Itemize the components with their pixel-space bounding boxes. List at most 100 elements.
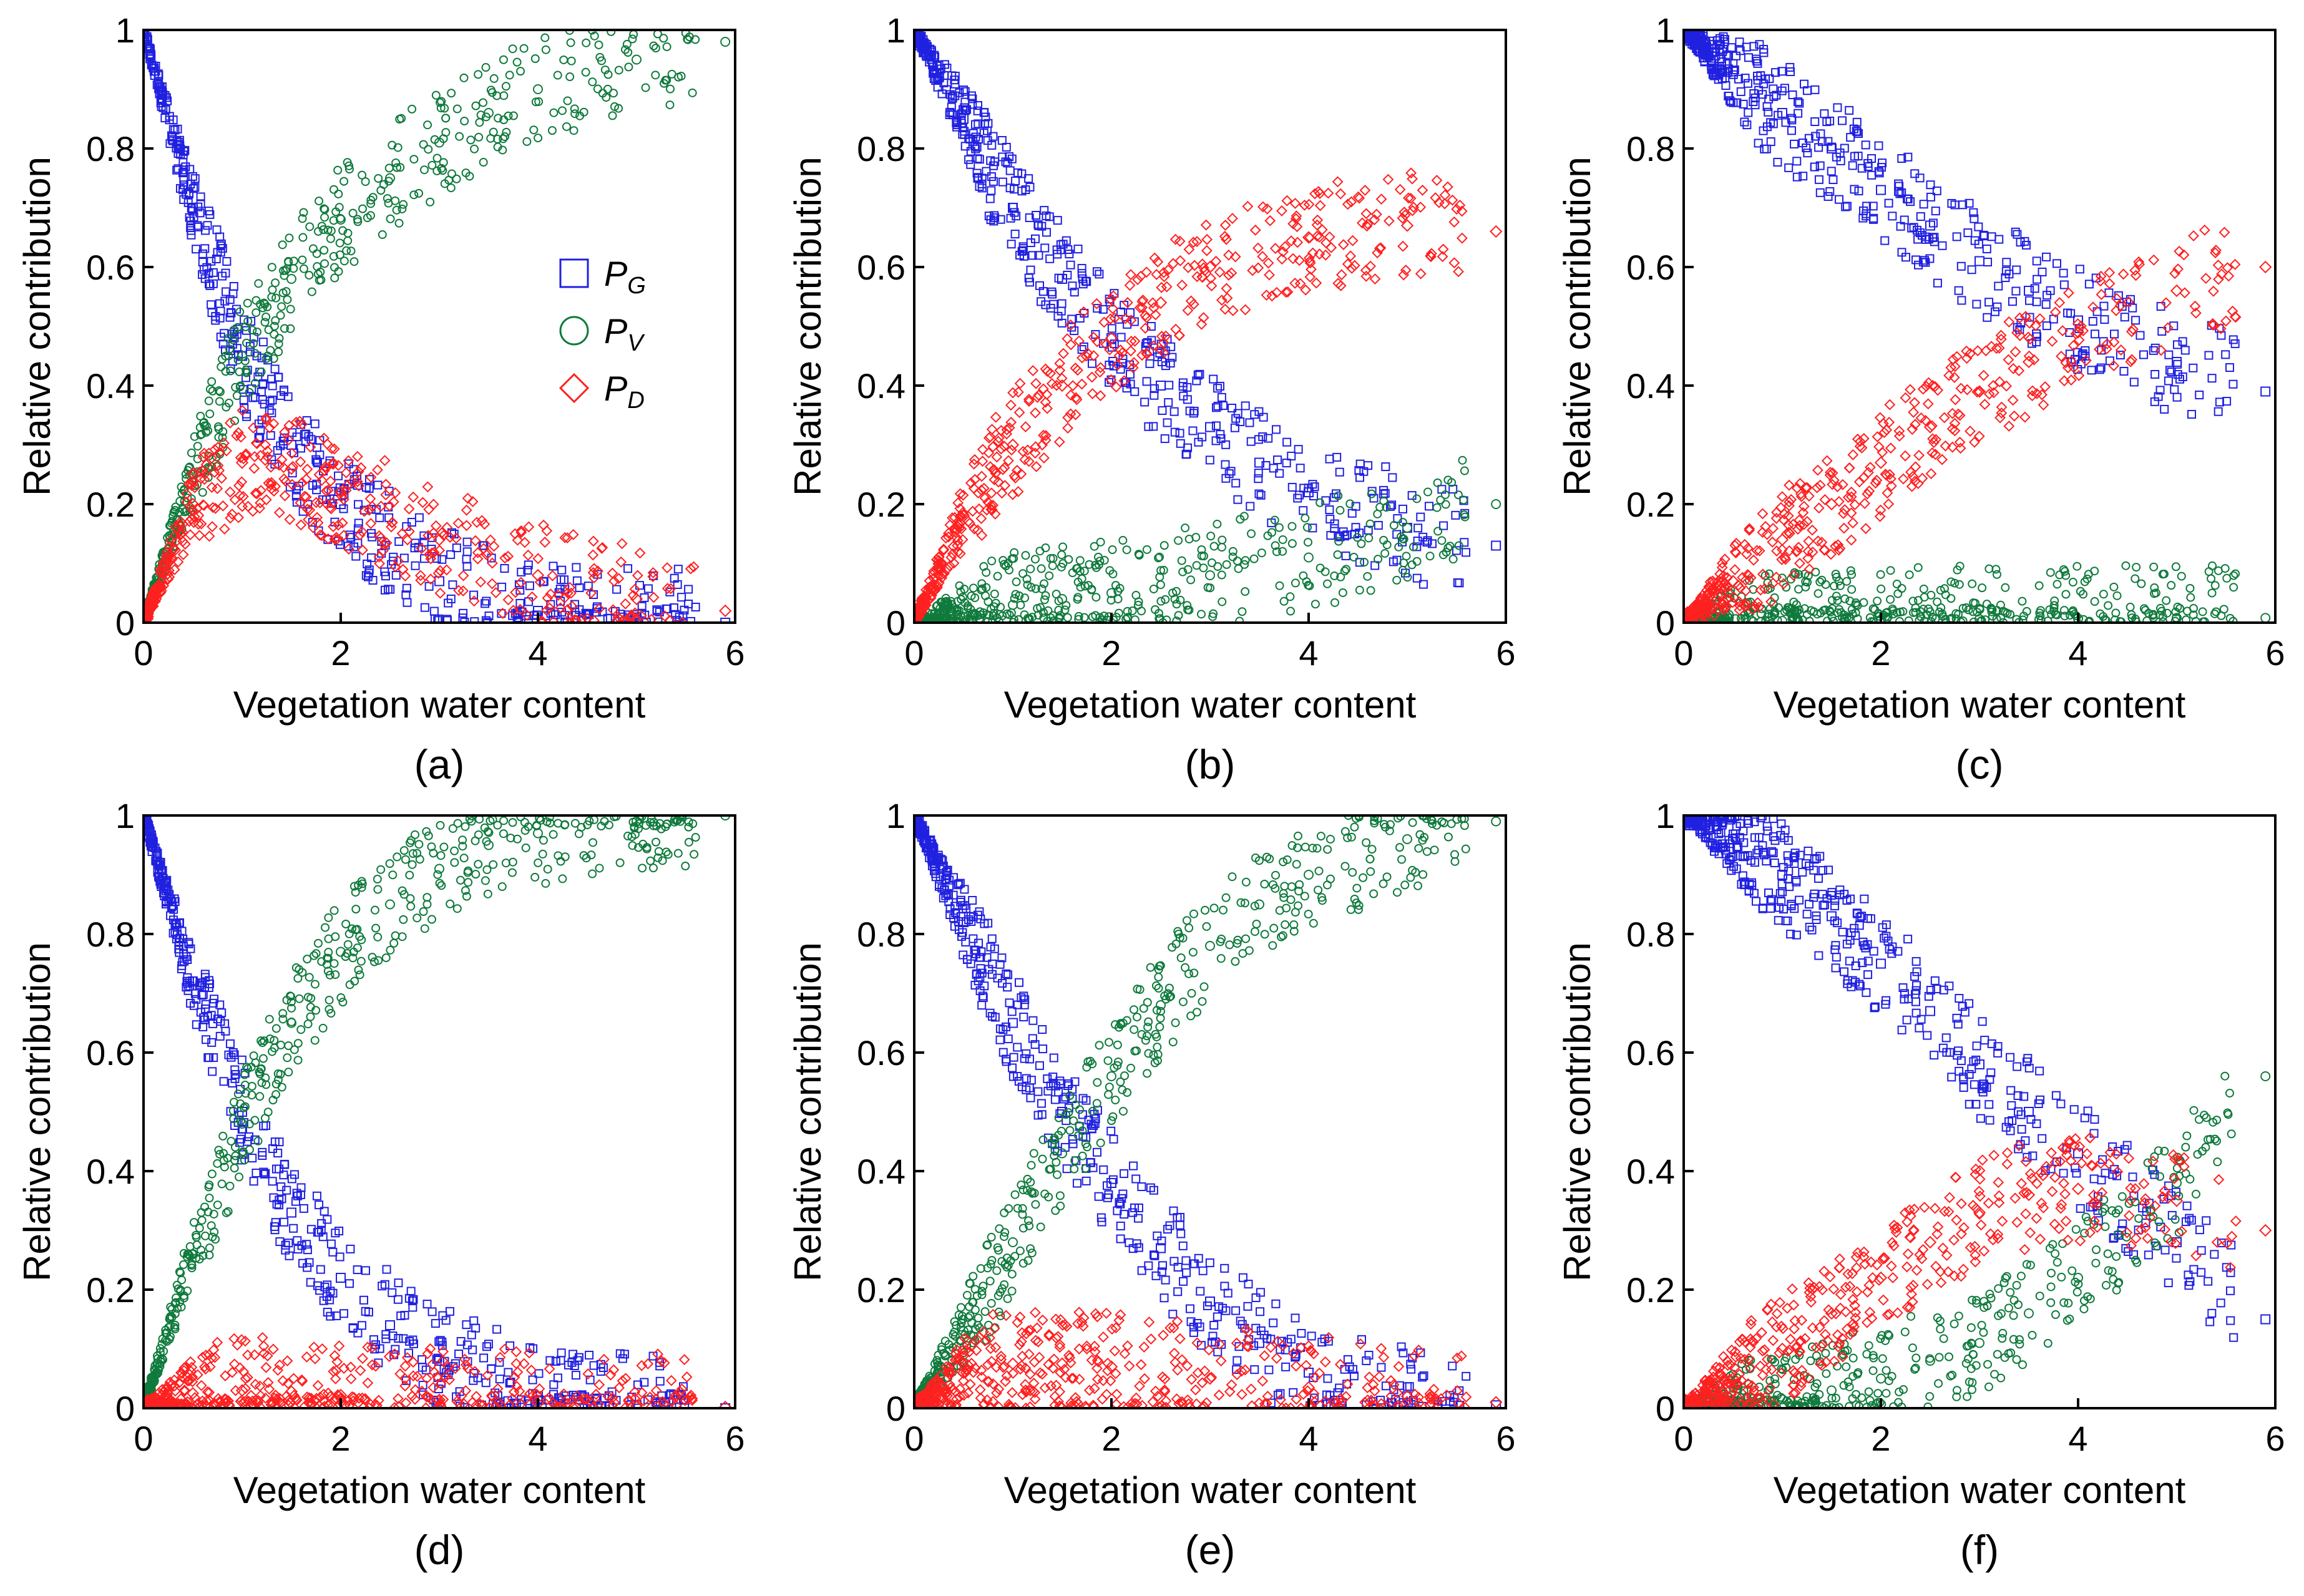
scatter-mark-PD [207, 502, 219, 513]
scatter-mark-PG [1321, 496, 1330, 505]
scatter-mark-PV [316, 275, 326, 285]
scatter-mark-PV [1208, 612, 1218, 621]
scatter-mark-PG [1792, 172, 1802, 182]
scatter-mark-PV [205, 409, 215, 419]
scatter-mark-PD [665, 583, 676, 595]
scatter-mark-PG [914, 32, 920, 42]
scatter-mark-PD [175, 515, 187, 527]
scatter-mark-PD [238, 453, 249, 465]
scatter-mark-PV [1043, 616, 1052, 623]
scatter-mark-PV [2090, 597, 2099, 606]
scatter-mark-PV [218, 433, 227, 442]
scatter-mark-PD [990, 411, 1002, 423]
scatter-mark-PV [1460, 466, 1469, 475]
scatter-points [914, 30, 1503, 623]
scatter-mark-PD [2212, 260, 2224, 271]
scatter-mark-PD [2058, 375, 2070, 387]
scatter-mark-PG [312, 457, 321, 466]
y-tick-label: 0 [115, 603, 135, 643]
scatter-mark-PG [1388, 473, 1397, 482]
scatter-mark-PD [1116, 347, 1128, 359]
scatter-mark-PD [237, 490, 249, 502]
scatter-mark-PG [310, 419, 320, 429]
scatter-mark-PV [2036, 616, 2046, 623]
data-point-PG [720, 618, 731, 623]
y-tick-label: 0.8 [86, 129, 135, 168]
scatter-mark-PV [1287, 522, 1297, 531]
scatter-mark-PG [1160, 434, 1169, 444]
scatter-mark-PD [177, 548, 189, 560]
scatter-mark-PD [1784, 496, 1795, 508]
scatter-mark-PD [943, 527, 954, 539]
scatter-mark-PD [1046, 377, 1058, 389]
scatter-mark-PG [2128, 303, 2137, 313]
scatter-mark-PV [440, 104, 449, 113]
scatter-mark-PV [1893, 589, 1903, 598]
scatter-mark-PV [335, 238, 344, 248]
scatter-mark-PV [1301, 513, 1310, 523]
scatter-mark-PV [323, 225, 333, 235]
scatter-mark-PD [613, 573, 625, 585]
scatter-mark-PG [1773, 157, 1782, 167]
scatter-mark-PV [553, 71, 562, 80]
scatter-mark-PV [440, 179, 449, 188]
scatter-mark-PD [1819, 494, 1831, 505]
scatter-mark-PV [1237, 607, 1247, 616]
y-tick-label: 0.8 [857, 129, 905, 168]
scatter-mark-PV [248, 326, 257, 335]
scatter-mark-PG [418, 1381, 427, 1390]
data-point-PV [720, 37, 731, 47]
scatter-mark-PV [1003, 558, 1013, 568]
scatter-mark-PV [1460, 512, 1470, 522]
scatter-mark-PD [1865, 462, 1876, 473]
scatter-mark-PD [1219, 230, 1231, 242]
scatter-mark-PD [1221, 292, 1233, 304]
scatter-mark-PD [1739, 538, 1750, 550]
scatter-mark-PV [2076, 586, 2085, 596]
scatter-mark-PV [267, 263, 276, 272]
scatter-mark-PD [194, 466, 206, 478]
scatter-mark-PV [1454, 541, 1463, 550]
scatter-mark-PG [2222, 397, 2232, 406]
scatter-mark-PG [973, 173, 982, 183]
scatter-mark-PG [187, 230, 196, 240]
scatter-mark-PV [1882, 608, 1891, 618]
scatter-mark-PG [1170, 427, 1179, 437]
scatter-mark-PG [1854, 187, 1863, 196]
scatter-mark-PV [1423, 487, 1432, 497]
scatter-mark-PD [316, 474, 328, 486]
scatter-mark-PG [1034, 251, 1043, 260]
scatter-mark-PV [1060, 605, 1070, 615]
scatter-mark-PD [1954, 409, 1966, 421]
scatter-mark-PD [1794, 478, 1806, 489]
scatter-mark-PG [532, 610, 541, 620]
scatter-mark-PD [1335, 280, 1347, 291]
scatter-mark-PG [1042, 211, 1051, 220]
scatter-mark-PD [1779, 552, 1791, 563]
scatter-mark-PD [1073, 335, 1085, 347]
scatter-mark-PD [1306, 263, 1317, 275]
scatter-mark-PG [1008, 203, 1018, 212]
scatter-mark-PV [534, 134, 543, 143]
scatter-mark-PV [1924, 604, 1933, 613]
scatter-mark-PV [505, 71, 514, 80]
scatter-mark-PG [203, 221, 212, 230]
scatter-mark-PV [1815, 577, 1825, 586]
scatter-mark-PG [1264, 434, 1273, 443]
scatter-mark-PD [444, 532, 456, 543]
scatter-mark-PD [1862, 488, 1873, 500]
scatter-mark-PD [1930, 449, 1941, 460]
scatter-mark-PG [225, 1039, 235, 1048]
scatter-mark-PG [1849, 124, 1858, 134]
scatter-mark-PG [497, 582, 507, 591]
scatter-mark-PD [1054, 364, 1066, 376]
scatter-mark-PD [559, 532, 571, 543]
scatter-mark-PV [1764, 616, 1774, 623]
scatter-mark-PV [2068, 606, 2077, 615]
x-tick-label: 6 [725, 633, 744, 673]
scatter-mark-PV [1374, 555, 1383, 564]
scatter-mark-PG [2030, 284, 2039, 293]
scatter-mark-PG [1991, 307, 2000, 316]
scatter-mark-PG [1983, 257, 1993, 266]
scatter-mark-PD [2057, 325, 2069, 336]
